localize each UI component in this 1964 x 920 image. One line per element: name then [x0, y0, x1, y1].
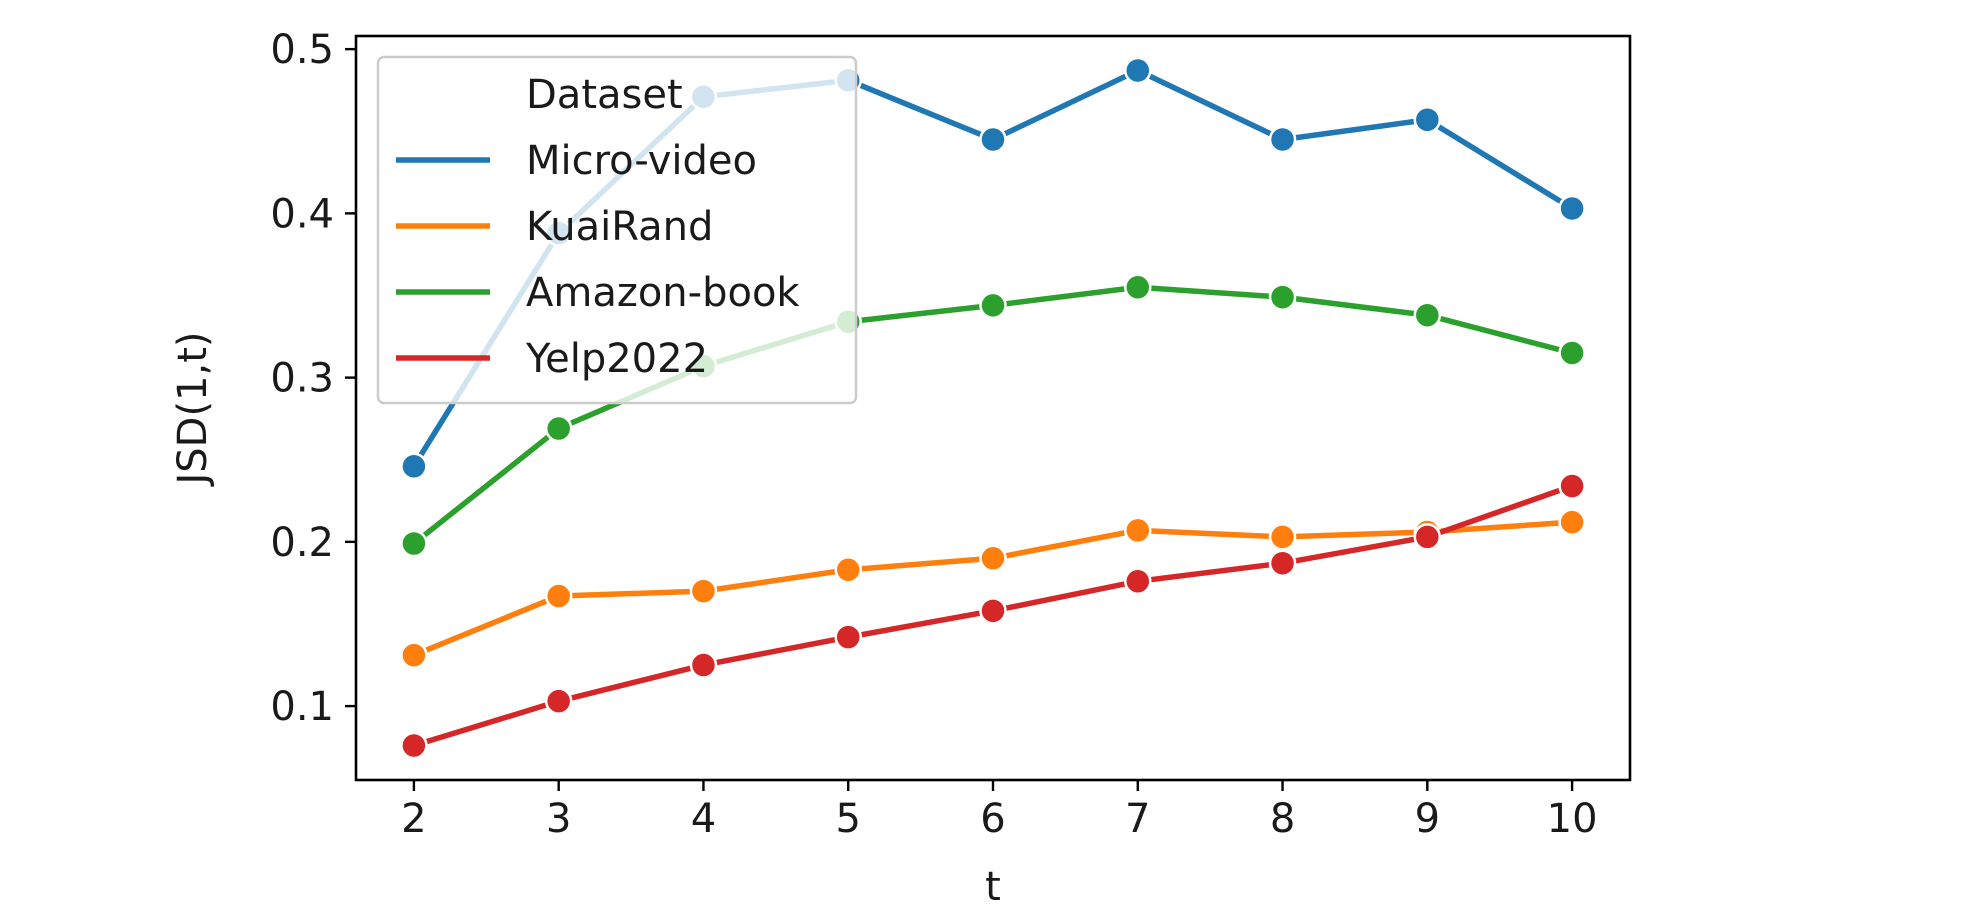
data-point [979, 544, 1007, 573]
y-axis: 0.1 0.2 0.3 0.4 0.5 [270, 27, 356, 730]
data-point [1413, 301, 1442, 329]
y-tick-label: 0.1 [270, 684, 334, 730]
x-tick-label: 9 [1415, 796, 1440, 842]
data-point [1268, 549, 1297, 577]
data-point [834, 623, 862, 651]
x-tick-label: 10 [1547, 796, 1598, 842]
x-tick-label: 3 [546, 796, 571, 842]
x-axis-title: t [985, 864, 1001, 910]
series-kuairand [400, 508, 1586, 669]
data-point [1558, 508, 1586, 536]
data-point [1124, 273, 1152, 302]
series-yelp2022 [400, 472, 1586, 760]
data-point [834, 556, 862, 584]
data-point [400, 529, 428, 558]
data-point [689, 651, 718, 679]
data-point [400, 452, 428, 481]
legend: Dataset Micro-video KuaiRand Amazon-book Ye… [376, 55, 858, 405]
data-point [1268, 125, 1297, 154]
legend-label: Micro-video [526, 138, 757, 184]
data-point [1558, 339, 1586, 367]
data-point [1124, 567, 1152, 596]
y-tick-label: 0.3 [270, 356, 334, 402]
y-tick-label: 0.4 [270, 191, 334, 237]
legend-label: KuaiRand [526, 204, 713, 250]
x-tick-label: 2 [401, 796, 426, 842]
data-point [1268, 283, 1297, 311]
data-point [1413, 106, 1442, 134]
data-point [979, 291, 1007, 320]
data-point [400, 731, 428, 760]
x-axis: 2 3 4 5 6 7 8 9 10 [401, 780, 1598, 842]
data-point [689, 577, 718, 605]
x-tick-label: 6 [980, 796, 1005, 842]
x-tick-label: 5 [836, 796, 861, 842]
legend-title: Dataset [526, 72, 683, 118]
data-point [544, 582, 573, 610]
data-point [979, 125, 1007, 154]
x-tick-label: 7 [1125, 796, 1150, 842]
data-point [1413, 523, 1442, 551]
y-axis-title: JSD(1,t) [170, 331, 216, 487]
y-tick-label: 0.2 [270, 520, 334, 566]
y-tick-label: 0.5 [270, 27, 334, 73]
x-tick-label: 8 [1270, 796, 1295, 842]
data-point [1268, 523, 1297, 551]
legend-label: Amazon-book [526, 270, 800, 316]
data-point [544, 414, 573, 443]
data-point [1124, 56, 1152, 85]
data-point [1124, 516, 1152, 545]
legend-label: Yelp2022 [525, 336, 708, 382]
data-point [400, 641, 428, 669]
data-point [1558, 194, 1586, 223]
data-point [544, 687, 573, 715]
legend-box [376, 55, 858, 405]
x-tick-label: 4 [691, 796, 716, 842]
data-point [979, 597, 1007, 625]
data-point [1558, 472, 1586, 500]
